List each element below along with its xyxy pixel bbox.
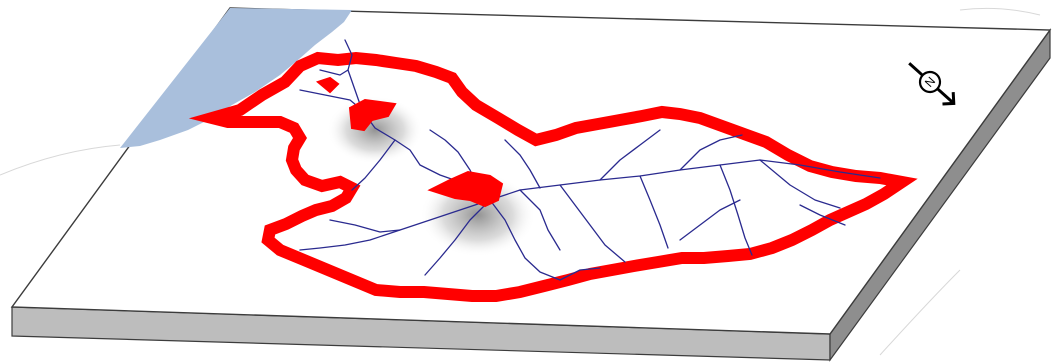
urban-area <box>427 170 504 208</box>
north-arrow-icon: N <box>908 62 956 106</box>
basin-boundary <box>188 51 918 302</box>
urban-area <box>348 98 397 132</box>
river-network <box>299 39 881 281</box>
sea-area <box>120 8 352 148</box>
background-sketch-lines <box>0 7 1041 356</box>
urban-area <box>315 76 340 94</box>
